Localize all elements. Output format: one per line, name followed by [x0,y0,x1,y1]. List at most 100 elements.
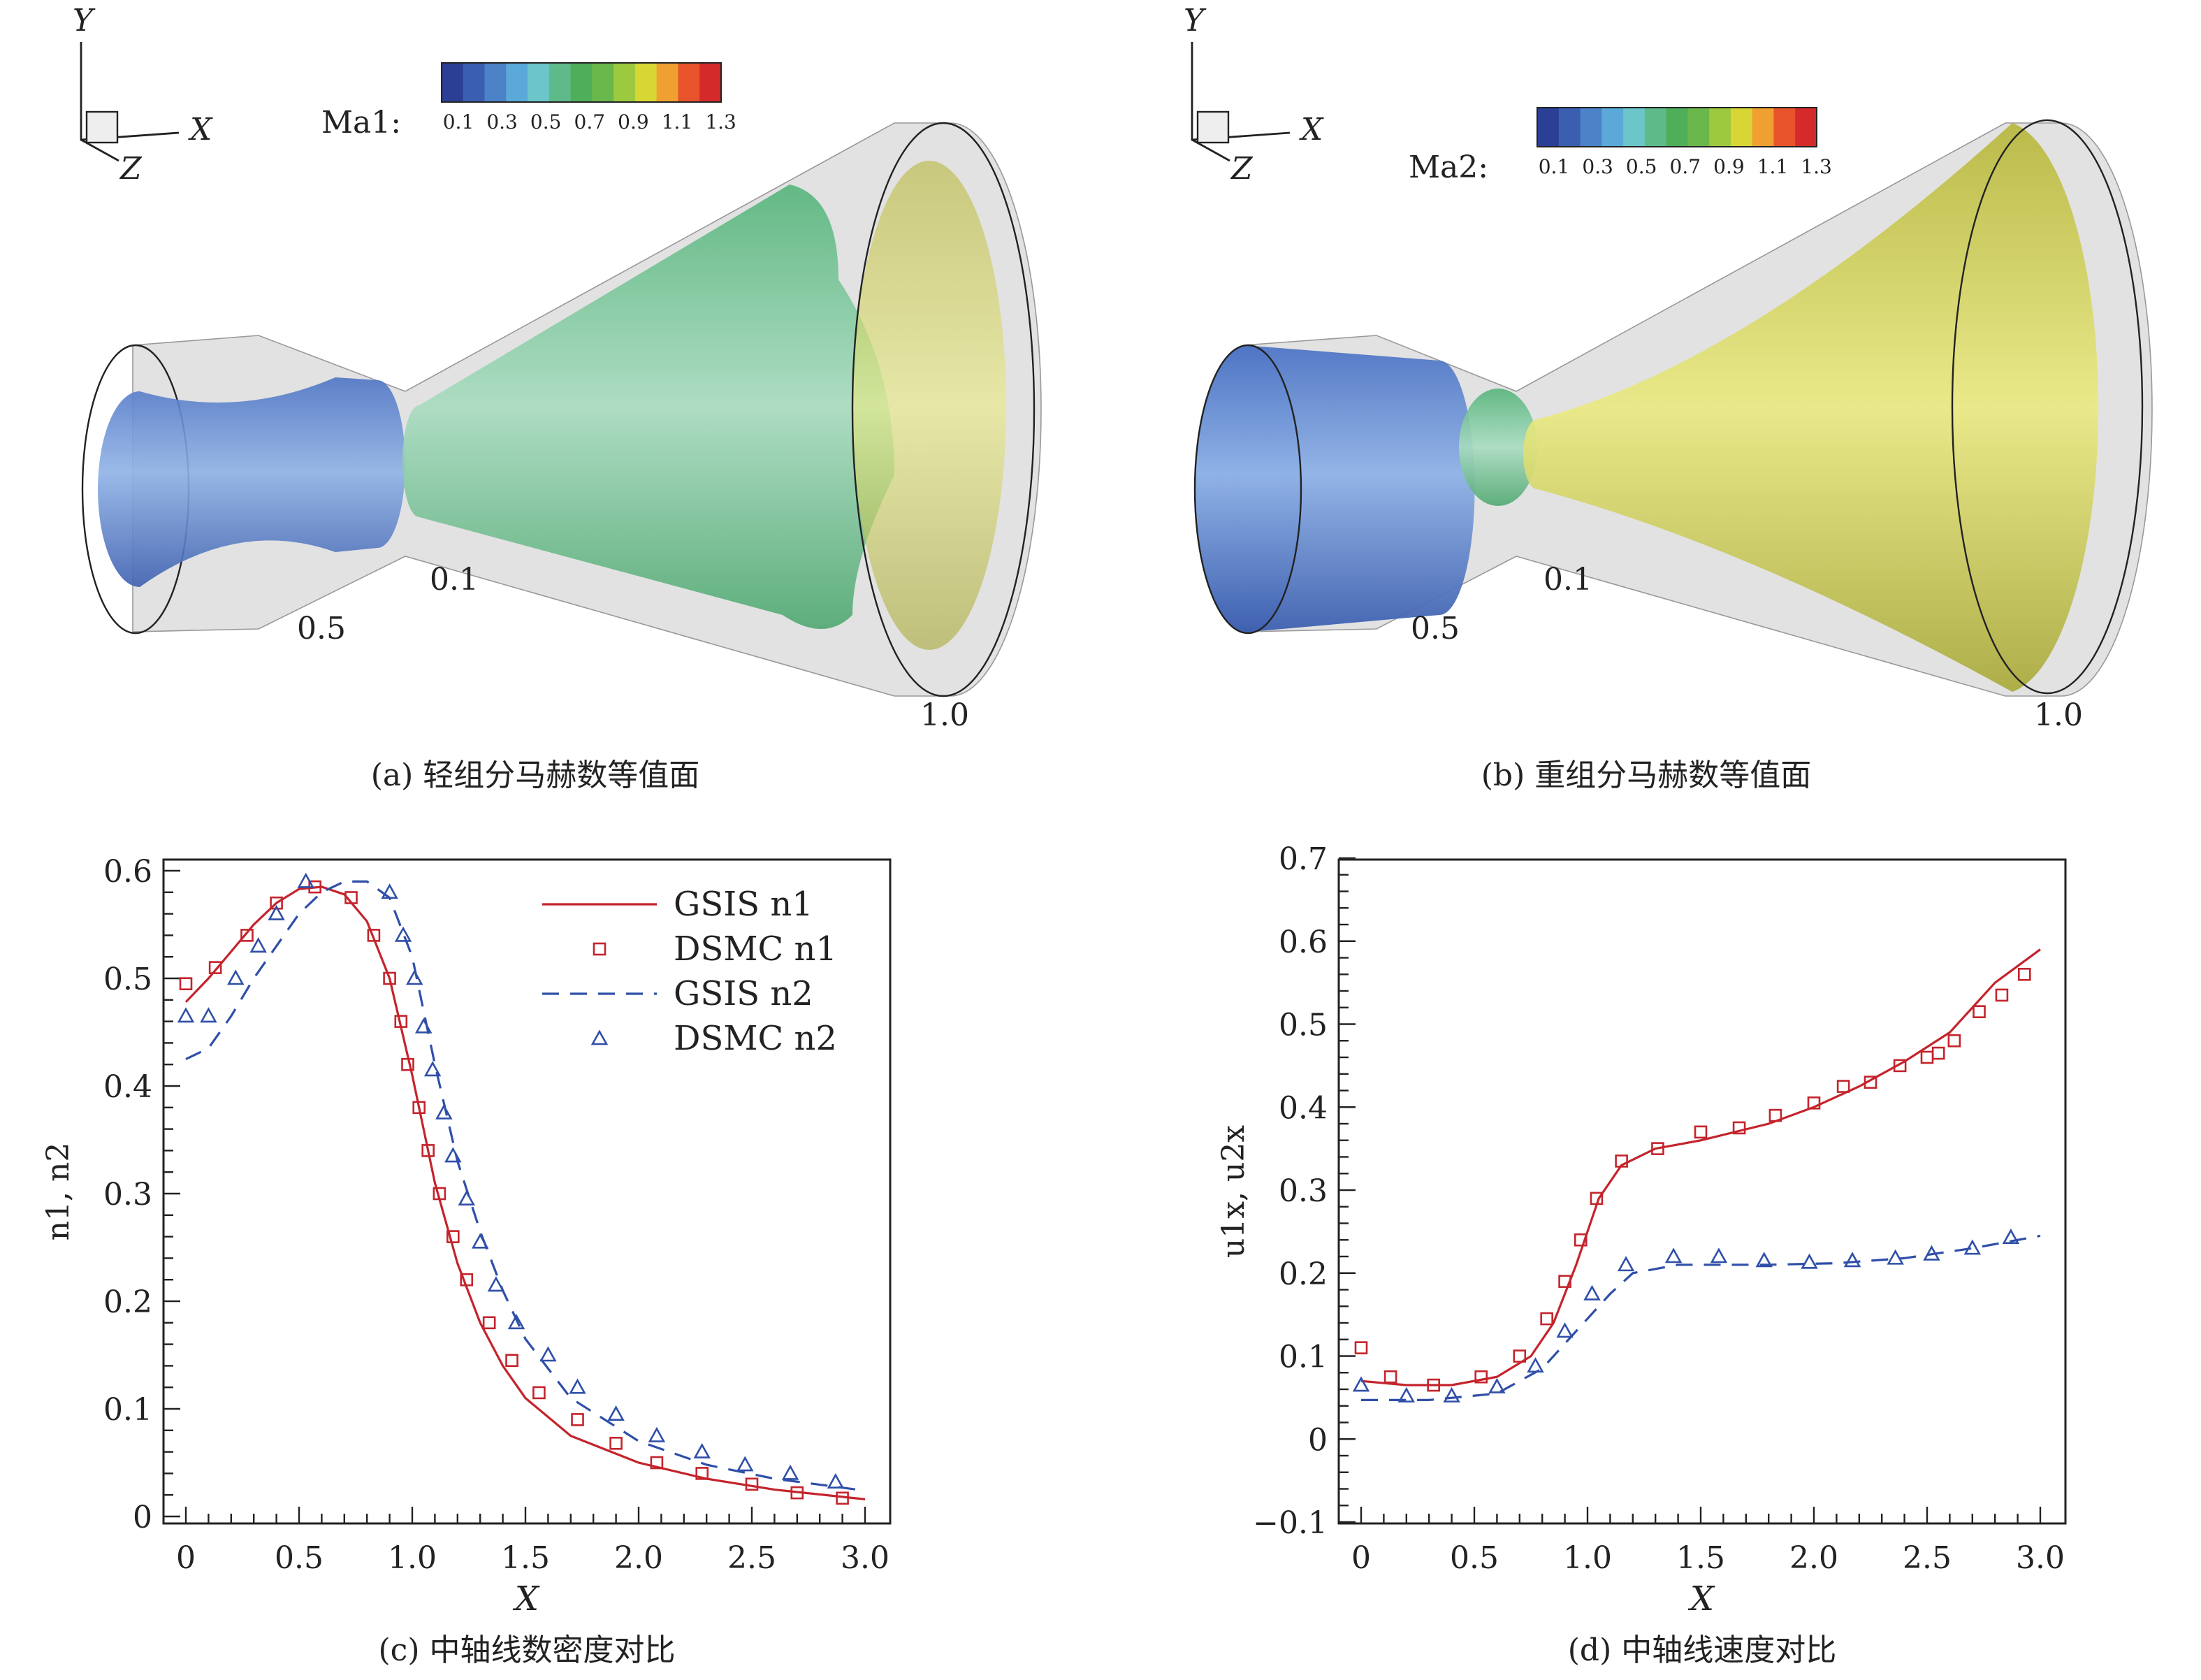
y-tick-label: 0.4 [103,1069,152,1105]
colorbar-segment [1537,108,1560,147]
colorbar-segment [549,63,572,102]
axis-label-z: Z [119,151,143,187]
data-point-series-3 [1963,1239,1982,1255]
colorbar-segment [1709,108,1731,147]
data-point-dsmc-n2 [435,1103,453,1120]
data-point-series-1 [1995,988,2009,1002]
data-point-dsmc-n1 [433,1187,446,1201]
series-line-series-0 [1360,948,2041,1386]
data-point-dsmc-n1 [367,929,381,942]
data-point-dsmc-n1 [446,1230,460,1243]
data-point-series-3 [1617,1256,1635,1272]
chart-caption: (d) 中轴线速度对比 [1568,1632,1836,1668]
plot-frame [162,858,892,1525]
x-tick-label: 1.5 [1676,1540,1725,1576]
colorbar-tick: 0.7 [574,110,606,133]
data-point-series-3 [1527,1357,1544,1373]
colorbar-tick: 0.3 [486,110,518,133]
data-point-series-3 [2002,1229,2020,1244]
colorbar-segment [678,63,700,102]
data-point-dsmc-n2 [693,1442,711,1458]
colorbar-tick: 0.5 [1626,155,1657,178]
colorbar-segment [1580,108,1602,147]
colorbar-tick: 0.7 [1670,155,1701,178]
y-tick-label: 0.5 [1279,1008,1328,1043]
data-point-series-1 [1864,1076,1877,1089]
y-tick-label: 0.7 [1279,841,1328,877]
data-point-series-3 [1488,1377,1506,1393]
colorbar-tick: 1.1 [662,110,693,133]
panel-caption: (a) 轻组分马赫数等值面 [371,758,700,793]
x-tick-label: 0 [176,1540,196,1576]
colorbar-segment [442,63,464,102]
colorbar-segment [1666,108,1688,147]
series-line-gsis-n2 [185,880,866,1492]
colorbar-tick: 0.9 [1713,155,1745,178]
data-point-dsmc-n2 [200,1007,217,1023]
colorbar-segment [1687,108,1710,147]
legend-label: DSMC n1 [674,929,837,969]
data-point-dsmc-n2 [827,1473,845,1489]
legend-label: GSIS n2 [674,974,813,1013]
axis-label-x: X [188,112,213,147]
data-point-series-1 [1836,1080,1850,1093]
y-tick-label: 0.5 [103,962,152,997]
axis-label-y: Y [73,3,96,38]
colorbar-segment [1730,108,1753,147]
colorbar-segment [1773,108,1796,147]
legend-entry: DSMC n1 [593,929,837,969]
colorbar-label: Ma2: [1409,150,1488,185]
x-tick-label: 1.5 [501,1540,550,1576]
legend-entry: GSIS n2 [542,974,813,1013]
data-point-dsmc-n1 [571,1413,584,1426]
y-tick-label: 0 [133,1500,152,1535]
data-point-series-1 [2018,967,2031,981]
data-point-series-3 [1556,1322,1574,1338]
colorbar-segment [592,63,614,102]
data-point-series-1 [1807,1096,1821,1110]
isosurface-0.5 [1459,389,1537,506]
data-point-dsmc-n1 [421,1144,435,1157]
data-point-series-1 [1768,1108,1782,1122]
colorbar-segment [634,63,658,102]
data-point-dsmc-n1 [208,961,222,974]
data-point-series-1 [1474,1370,1488,1384]
data-point-series-1 [1590,1192,1604,1205]
data-point-dsmc-n2 [297,872,314,888]
x-tick-label: 1.0 [388,1540,437,1576]
colorbar-frame [1537,107,1817,147]
colorbar-segment [699,63,722,102]
contour-label: 0.5 [297,611,346,646]
colorbar-tick: 0.3 [1582,155,1613,178]
x-tick-label: 2.5 [727,1540,776,1576]
data-point-dsmc-n2 [423,1061,442,1077]
x-tick-label: 3.0 [2016,1540,2065,1576]
data-point-series-3 [1801,1253,1818,1269]
y-tick-label: 0 [1308,1422,1328,1458]
x-tick-label: 2.0 [614,1540,663,1576]
data-point-dsmc-n1 [745,1477,759,1491]
data-point-series-1 [1893,1059,1907,1073]
inlet-ring [1193,344,1302,635]
x-tick-label: 3.0 [841,1540,889,1576]
y-tick-label: 0.6 [103,854,152,890]
isosurface-0.5 [402,184,894,629]
data-point-dsmc-n1 [836,1491,849,1505]
data-point-series-1 [1615,1154,1628,1168]
contour-label: 0.5 [1411,611,1460,646]
data-point-series-1 [1513,1349,1527,1363]
legend-swatch [593,942,606,956]
y-tick-label: 0.3 [1279,1173,1328,1209]
panel-a-render [81,122,1042,697]
isosurface-1.0 [1523,123,2099,692]
data-point-dsmc-n2 [177,1007,195,1023]
panel-b-annotations: Y X Z Ma2: 0.1 0.3 0.5 0.7 0.9 1.1 1.3 0.1 0.5 1.0 (b)… [1184,3,2083,793]
data-point-dsmc-n1 [482,1316,496,1330]
data-point-dsmc-n2 [249,937,267,953]
data-point-series-1 [1427,1378,1440,1392]
isosurface-1.0 [852,161,1006,650]
legend-entry: DSMC n2 [590,1019,837,1058]
data-point-series-1 [1354,1341,1368,1354]
colorbar-segment [656,63,679,102]
